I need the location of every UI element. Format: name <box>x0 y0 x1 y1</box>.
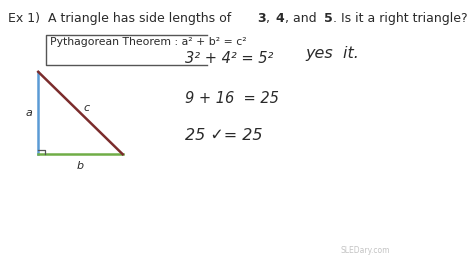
Text: c: c <box>83 103 90 113</box>
Text: ,: , <box>266 12 274 25</box>
Text: SLEDary.com: SLEDary.com <box>341 246 390 255</box>
Text: Pythagorean Theorem : a² + b² = c²: Pythagorean Theorem : a² + b² = c² <box>50 37 247 47</box>
Text: 4: 4 <box>275 12 284 25</box>
Text: b: b <box>77 161 84 171</box>
Text: 5: 5 <box>324 12 333 25</box>
Text: . Is it a right triangle?: . Is it a right triangle? <box>333 12 468 25</box>
Text: Ex 1)  A triangle has side lengths of: Ex 1) A triangle has side lengths of <box>8 12 235 25</box>
Text: a: a <box>26 108 32 118</box>
Text: yes  it.: yes it. <box>306 46 360 61</box>
Text: 3: 3 <box>257 12 265 25</box>
Text: 9 + 16  = 25: 9 + 16 = 25 <box>185 91 279 106</box>
Text: , and: , and <box>285 12 320 25</box>
Text: 25 ✓= 25: 25 ✓= 25 <box>185 128 263 143</box>
Text: 3² + 4² = 5²: 3² + 4² = 5² <box>185 51 273 66</box>
